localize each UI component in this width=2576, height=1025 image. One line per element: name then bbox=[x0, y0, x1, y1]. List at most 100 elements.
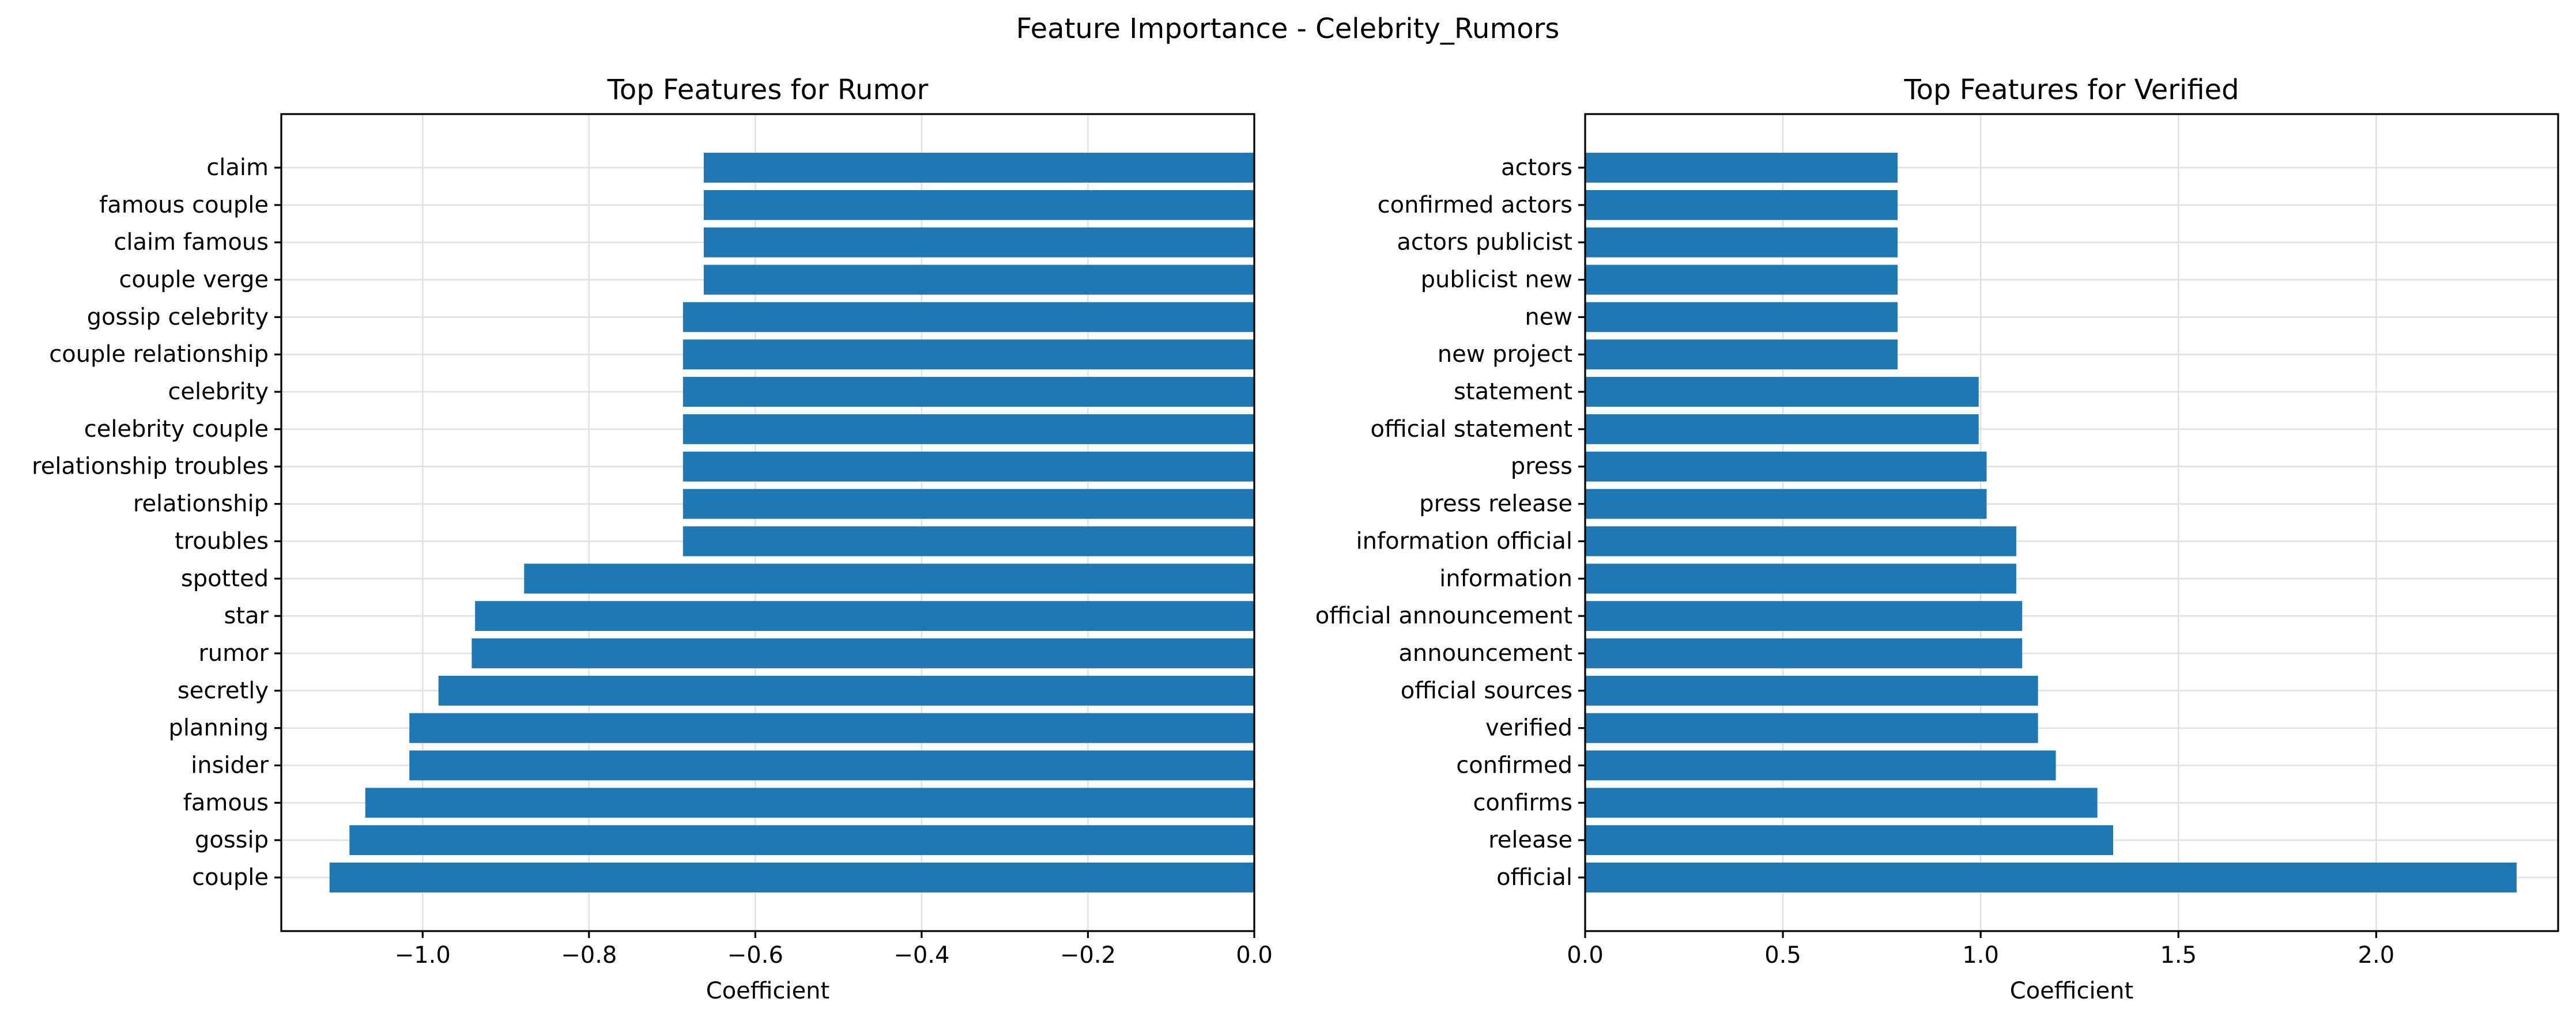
bar-famous-couple bbox=[703, 190, 1254, 220]
bar-star bbox=[475, 601, 1255, 631]
y-tick-label: secretly bbox=[178, 678, 269, 704]
bar-official-statement bbox=[1585, 414, 1979, 444]
y-tick-label: release bbox=[1488, 827, 1572, 853]
y-tick-label: planning bbox=[168, 715, 269, 742]
y-tick-label: publicist new bbox=[1421, 267, 1572, 293]
plot-frame bbox=[1584, 113, 2559, 932]
bar-claim bbox=[703, 153, 1254, 183]
x-tick-label: 0.0 bbox=[1236, 942, 1273, 969]
bar-publicist-new bbox=[1585, 264, 1898, 295]
bar-actors-publicist bbox=[1585, 227, 1898, 258]
y-tick-label: couple bbox=[192, 864, 269, 891]
bar-gossip bbox=[349, 825, 1255, 856]
y-tick-label: famous bbox=[183, 789, 269, 816]
y-tick-label: announcement bbox=[1398, 640, 1572, 667]
bar-new-project bbox=[1585, 339, 1898, 370]
x-tick-label: 2.0 bbox=[2358, 942, 2395, 969]
x-tick-label: −0.6 bbox=[727, 942, 783, 969]
bar-couple bbox=[329, 863, 1254, 892]
y-tick-label: confirmed actors bbox=[1378, 192, 1572, 218]
bar-actors bbox=[1585, 153, 1898, 183]
y-tick-label: relationship bbox=[133, 491, 269, 517]
y-tick-label: rumor bbox=[198, 640, 269, 667]
y-tick-label: official bbox=[1496, 864, 1572, 891]
y-tick-label: official sources bbox=[1401, 678, 1572, 704]
bar-official-sources bbox=[1585, 675, 2038, 706]
y-tick-label: confirms bbox=[1473, 789, 1572, 816]
bar-couple-relationship bbox=[682, 339, 1254, 370]
y-tick-label: gossip bbox=[195, 827, 269, 853]
bar-new bbox=[1585, 302, 1898, 332]
y-tick-label: couple relationship bbox=[49, 341, 269, 368]
bar-information bbox=[1585, 563, 2016, 594]
bar-relationship bbox=[682, 489, 1254, 519]
bar-verified bbox=[1585, 713, 2038, 743]
y-tick-label: celebrity bbox=[168, 379, 269, 405]
chart-title: Top Features for Verified bbox=[1903, 74, 2239, 106]
bar-confirmed-actors bbox=[1585, 190, 1898, 220]
y-tick-label: spotted bbox=[181, 565, 269, 592]
y-tick-label: verified bbox=[1485, 715, 1572, 742]
bar-rumor bbox=[472, 638, 1254, 668]
bar-secretly bbox=[438, 675, 1254, 706]
y-tick-label: couple verge bbox=[119, 267, 269, 293]
bar-spotted bbox=[524, 563, 1255, 594]
bar-statement bbox=[1585, 377, 1979, 407]
bar-couple-verge bbox=[703, 264, 1254, 295]
x-tick-label: 0.0 bbox=[1567, 942, 1604, 969]
y-tick-label: actors bbox=[1501, 154, 1572, 181]
bar-press bbox=[1585, 451, 1987, 482]
y-tick-label: star bbox=[224, 603, 269, 629]
y-tick-label: claim bbox=[206, 154, 269, 181]
chart-panel-1: actors confirmed actors actors publicist pu… bbox=[1315, 74, 2559, 1004]
y-tick-label: troubles bbox=[175, 528, 269, 554]
bar-confirms bbox=[1585, 788, 2098, 818]
x-tick-label: −0.4 bbox=[893, 942, 949, 969]
y-tick-label: statement bbox=[1454, 379, 1572, 405]
y-tick-label: information official bbox=[1356, 528, 1572, 554]
y-tick-label: insider bbox=[191, 752, 269, 778]
bar-celebrity bbox=[682, 377, 1254, 407]
bar-claim-famous bbox=[703, 227, 1254, 258]
y-tick-label: new project bbox=[1438, 341, 1572, 368]
bar-relationship-troubles bbox=[682, 451, 1254, 482]
y-tick-label: claim famous bbox=[114, 229, 269, 256]
y-tick-label: press bbox=[1511, 453, 1572, 480]
y-tick-label: official announcement bbox=[1315, 603, 1572, 629]
y-tick-label: official statement bbox=[1370, 416, 1572, 442]
y-tick-label: press release bbox=[1419, 491, 1572, 517]
bar-confirmed bbox=[1585, 750, 2056, 781]
x-axis-label: Coefficient bbox=[2010, 978, 2133, 1004]
x-tick-label: 1.0 bbox=[1962, 942, 1999, 969]
y-tick-label: gossip celebrity bbox=[87, 304, 269, 330]
y-tick-label: relationship troubles bbox=[32, 453, 269, 480]
bar-insider bbox=[409, 750, 1255, 781]
x-tick-label: 0.5 bbox=[1764, 942, 1801, 969]
bar-celebrity-couple bbox=[682, 414, 1254, 444]
bar-release bbox=[1585, 825, 2114, 856]
bar-gossip-celebrity bbox=[682, 302, 1254, 332]
y-tick-label: new bbox=[1525, 304, 1572, 330]
chart-panel-0: claim famous couple claim famous couple ver… bbox=[32, 74, 1273, 1004]
bar-information-official bbox=[1585, 526, 2016, 557]
y-tick-label: information bbox=[1439, 565, 1572, 592]
bar-famous bbox=[365, 788, 1254, 818]
bar-official bbox=[1585, 863, 2517, 892]
chart-title: Top Features for Rumor bbox=[607, 74, 929, 106]
bar-press-release bbox=[1585, 489, 1987, 519]
x-tick-label: −1.0 bbox=[395, 942, 451, 969]
x-tick-label: 1.5 bbox=[2160, 942, 2197, 969]
y-tick-label: celebrity couple bbox=[84, 416, 269, 442]
bar-announcement bbox=[1585, 638, 2023, 668]
y-tick-label: famous couple bbox=[99, 192, 269, 218]
bar-official-announcement bbox=[1585, 601, 2023, 631]
bar-troubles bbox=[682, 526, 1254, 557]
plot-frame bbox=[280, 113, 1255, 932]
x-axis-label: Coefficient bbox=[706, 978, 829, 1004]
bar-planning bbox=[409, 713, 1255, 743]
x-tick-label: −0.2 bbox=[1060, 942, 1116, 969]
y-tick-label: confirmed bbox=[1456, 752, 1572, 778]
y-tick-label: actors publicist bbox=[1397, 229, 1572, 256]
